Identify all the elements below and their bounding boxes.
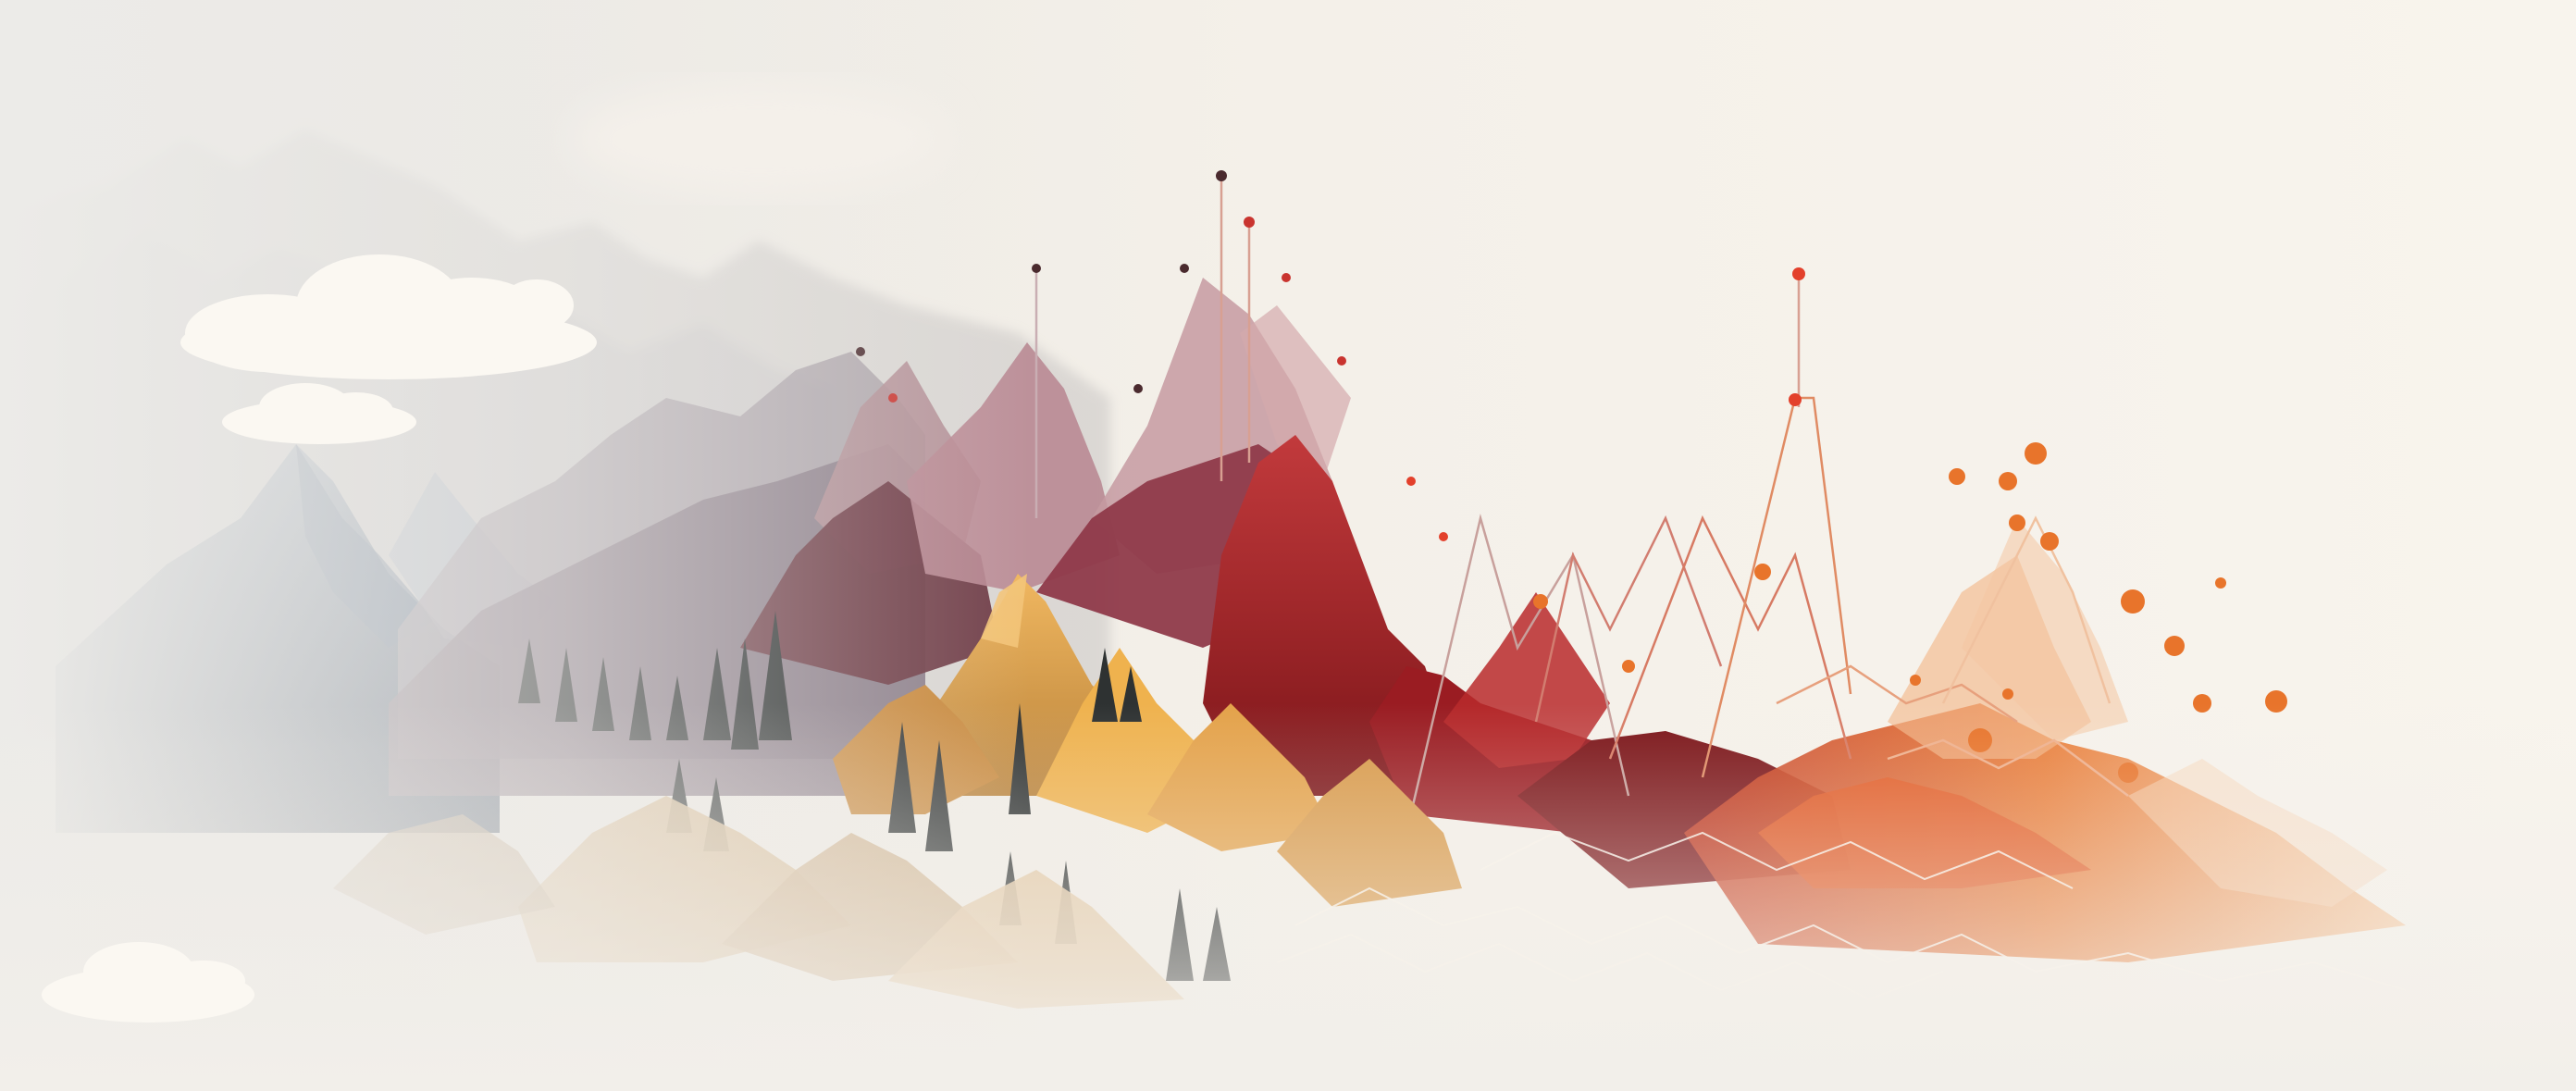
bottom-mist bbox=[0, 703, 2576, 1091]
mist-cloud-top bbox=[574, 83, 944, 194]
cloud-large bbox=[180, 254, 597, 379]
cloud-bottom-left bbox=[42, 942, 254, 1023]
cloud-small bbox=[222, 383, 416, 444]
